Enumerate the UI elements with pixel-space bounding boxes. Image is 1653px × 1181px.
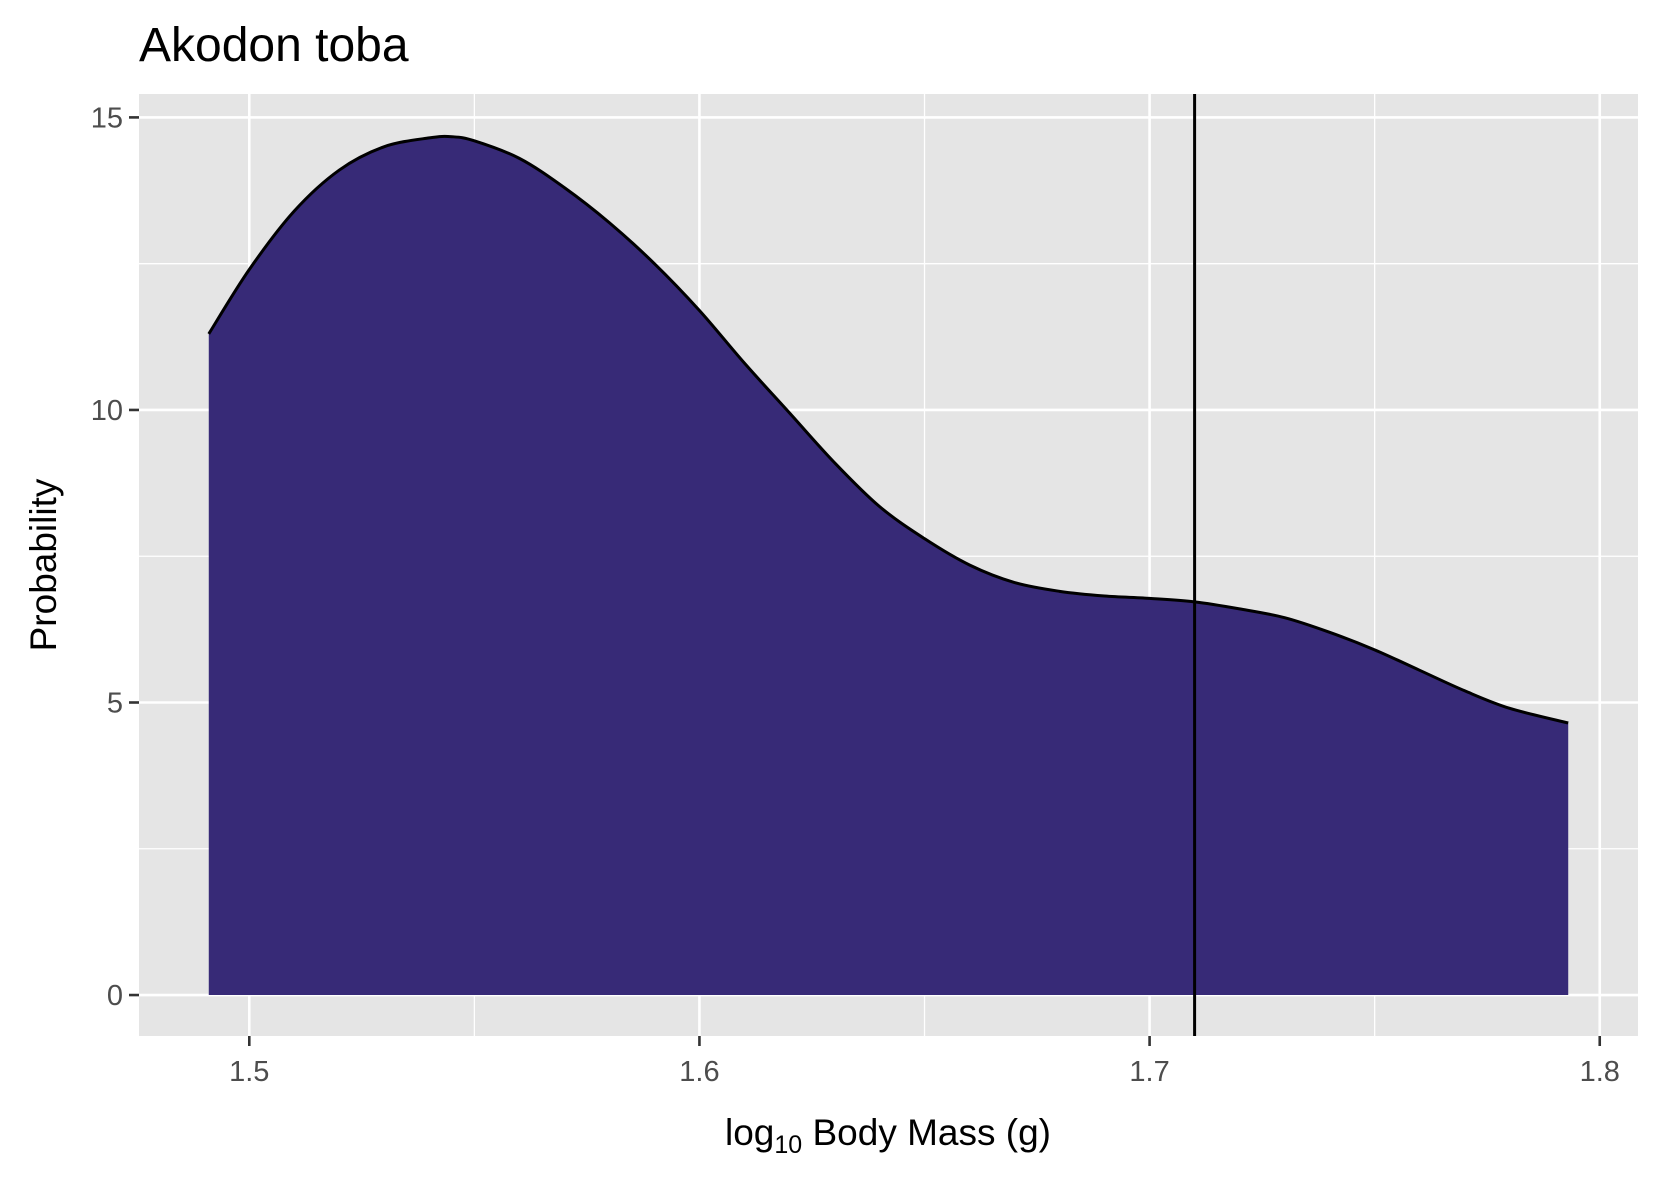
x-axis-label: log10 Body Mass (g) [725,1112,1051,1159]
x-axis: 1.5 1.6 1.7 1.8 [229,1036,1620,1088]
x-axis-label-suffix: Body Mass (g) [802,1112,1051,1153]
y-tick-label: 15 [91,102,123,134]
density-line [207,134,1569,725]
x-tick-label: 1.7 [1129,1056,1169,1088]
x-tick-label: 1.6 [679,1056,719,1088]
density-area [208,136,1569,996]
y-axis-label: Probability [23,478,64,651]
y-tick-label: 10 [91,395,123,427]
y-axis: 0 5 10 15 [91,102,139,1012]
chart-title: Akodon toba [139,19,409,72]
x-tick-label: 1.5 [229,1056,269,1088]
x-axis-label-subscript: 10 [774,1131,802,1159]
x-tick-label: 1.8 [1580,1056,1620,1088]
y-tick-label: 0 [107,980,123,1012]
y-tick-label: 5 [107,687,123,719]
x-axis-label-prefix: log [725,1112,774,1153]
